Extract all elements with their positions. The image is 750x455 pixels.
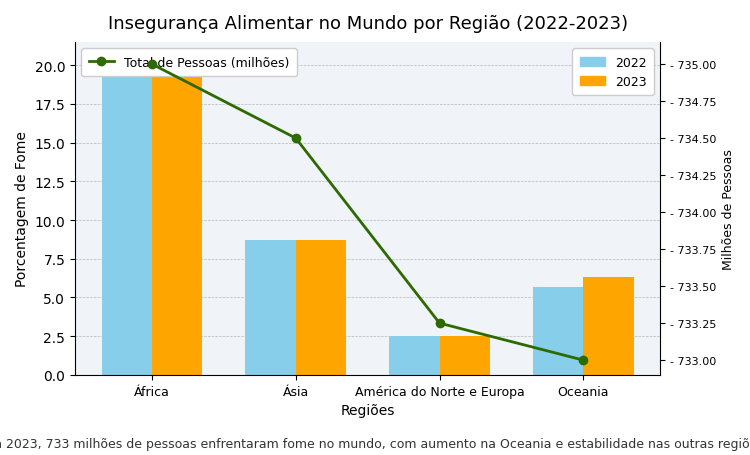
Bar	[533, 287, 584, 375]
Bar	[389, 336, 439, 375]
Total de Pessoas (milhões)	[148, 62, 157, 68]
Bar	[152, 65, 202, 375]
Total de Pessoas (milhões)	[291, 136, 300, 142]
Line: Total de Pessoas (milhões): Total de Pessoas (milhões)	[148, 61, 587, 364]
Legend: Total de Pessoas (milhões): Total de Pessoas (milhões)	[81, 49, 297, 77]
Legend: 2022, 2023: 2022, 2023	[572, 49, 654, 96]
Y-axis label: Porcentagem de Fome: Porcentagem de Fome	[15, 131, 29, 287]
Text: Em 2023, 733 milhões de pessoas enfrentaram fome no mundo, com aumento na Oceani: Em 2023, 733 milhões de pessoas enfrenta…	[0, 437, 750, 450]
Total de Pessoas (milhões)	[435, 321, 444, 326]
Total de Pessoas (milhões)	[579, 358, 588, 363]
Y-axis label: Milhões de Pessoas: Milhões de Pessoas	[722, 149, 735, 269]
Bar	[102, 66, 152, 375]
Title: Insegurança Alimentar no Mundo por Região (2022-2023): Insegurança Alimentar no Mundo por Regiã…	[107, 15, 628, 33]
Bar	[296, 241, 346, 375]
Bar	[440, 336, 490, 375]
Bar	[245, 241, 296, 375]
Bar	[584, 278, 634, 375]
X-axis label: Regiões: Regiões	[340, 403, 394, 417]
